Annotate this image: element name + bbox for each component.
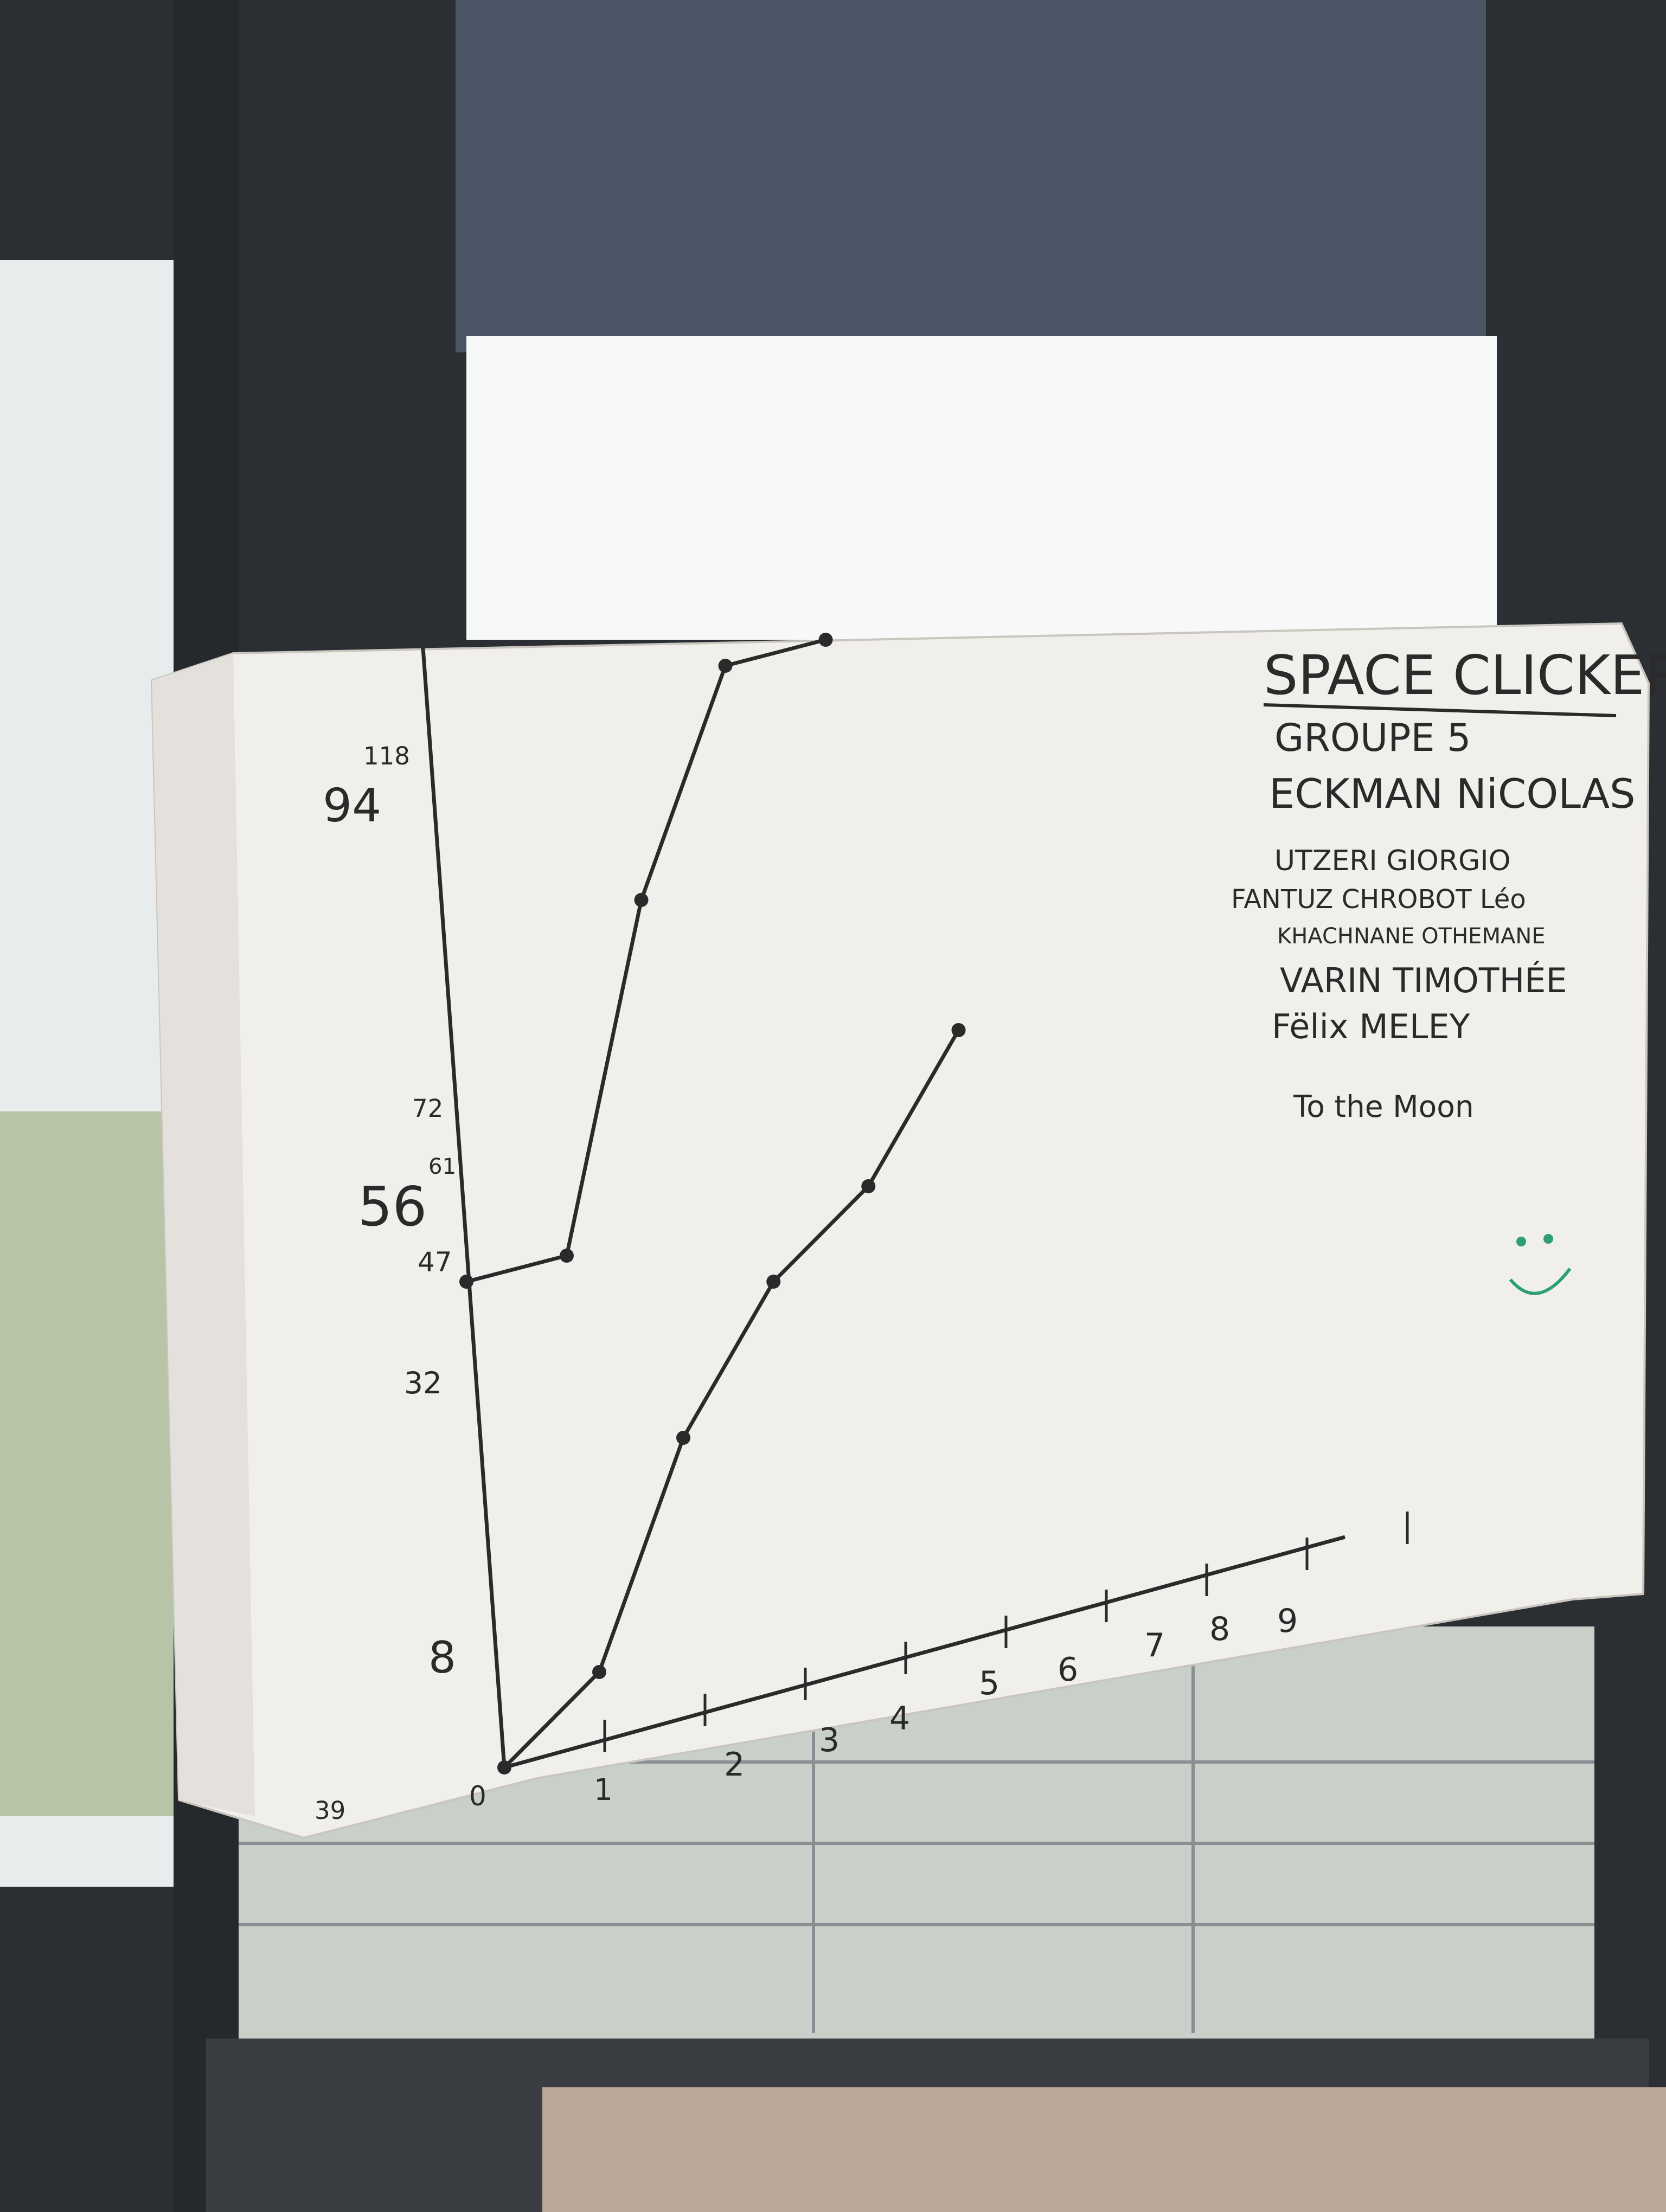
member-name: KHACHNANE OTHEMANE (1277, 924, 1546, 949)
window-blind (456, 0, 1486, 352)
member-name: Fëlix MELEY (1272, 1007, 1470, 1046)
x-tick-label: 6 (1058, 1651, 1078, 1689)
title-underline (1263, 703, 1617, 717)
y-tick-label: 8 (428, 1632, 456, 1683)
data-point (718, 659, 733, 673)
x-tick-label: 3 (819, 1721, 840, 1759)
data-point (951, 1023, 966, 1037)
paper-sheet (150, 622, 1650, 1840)
sky-bright (466, 336, 1497, 640)
y-tick-label: 94 (323, 779, 381, 833)
left-greenery (0, 1111, 179, 1816)
y-tick-label: 118 (363, 742, 410, 770)
x-tick-label: 7 (1144, 1626, 1165, 1664)
y-tick-label: 32 (404, 1366, 442, 1400)
group-label: GROUPE 5 (1274, 716, 1471, 760)
data-point (459, 1275, 473, 1289)
data-point (676, 1431, 690, 1445)
paper-fold (152, 653, 255, 1816)
member-name: VARIN TIMOTHÉE (1280, 961, 1567, 1000)
data-point (634, 893, 649, 907)
chart-layer (459, 633, 1409, 1774)
data-point (592, 1665, 606, 1679)
member-name: UTZERI GIORGIO (1274, 845, 1511, 877)
member-name: ECKMAN NiCOLAS (1269, 770, 1636, 818)
x-tick-label: 5 (979, 1664, 999, 1702)
data-point (766, 1275, 781, 1289)
data-point (560, 1249, 574, 1263)
balcony-railing (206, 1626, 1594, 2033)
floor (542, 2087, 1666, 2212)
y-tick-label: 61 (428, 1154, 456, 1179)
x-tick-label: 4 (889, 1700, 910, 1738)
y-tick-label: 72 (412, 1094, 443, 1123)
y-tick-label: 47 (418, 1246, 452, 1278)
x-tick-label: 8 (1209, 1610, 1230, 1648)
data-point (497, 1760, 511, 1774)
y-tick-label: 56 (358, 1175, 427, 1238)
poster-title: SPACE CLICKER (1264, 644, 1666, 707)
series-line-1 (503, 1029, 960, 1769)
slogan: To the Moon (1293, 1089, 1474, 1124)
x-tick-label: 2 (724, 1746, 745, 1784)
x-tick-label: 0 (469, 1780, 486, 1812)
y-axis (421, 647, 507, 1768)
smiley-icon (1509, 1234, 1572, 1295)
x-tick-label: 9 (1277, 1602, 1298, 1640)
data-point (861, 1179, 876, 1193)
data-point (818, 633, 833, 647)
member-name: FANTUZ CHROBOT Léo (1231, 884, 1526, 915)
x-tick-label: 1 (594, 1772, 613, 1807)
extra-label: 39 (315, 1796, 345, 1825)
x-axis (504, 1535, 1345, 1770)
